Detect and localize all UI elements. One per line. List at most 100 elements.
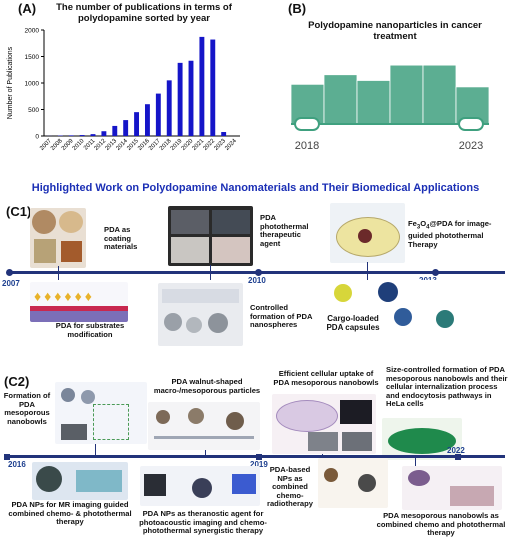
coating-materials-image [30,208,86,268]
fe3o4-prefix: Fe [408,219,417,228]
walnut-particle [226,412,244,430]
chemo-radio-image [318,458,388,508]
scheme-strip [162,289,239,303]
y-tick-label: 500 [28,107,39,114]
panel-c2-label: (C2) [4,374,30,389]
coating-label: PDA as coating materials [104,225,138,252]
timeline-c2 [6,455,505,458]
walnut-label: PDA walnut-shaped macro-/mesoporous part… [153,377,261,395]
bar [144,104,150,136]
timeline-marker-2019 [256,454,262,460]
pretreatment-panel [171,210,209,234]
capsule [394,308,412,326]
combined-therapy-image [402,466,502,510]
coating-cube [34,239,56,263]
connector [95,444,96,455]
walnut-particle [188,408,204,424]
fe3o4-sub1: 3 [416,224,421,231]
bar [199,36,205,136]
year-2016: 2016 [8,460,26,469]
y-axis-label: Number of Publications [7,46,14,119]
histology-panel [212,237,250,263]
fe3o4-post: @PDA for image-guided photothermal Thera… [408,219,492,249]
step-bar [389,64,424,125]
walnut-image [148,402,260,450]
chemo-radio-label: PDA-based NPs as combined chemo-radiothe… [267,465,313,509]
bar [166,80,172,136]
nanobowls-label: Formation of PDA mesoporous nanobowls [3,391,51,426]
connector [367,262,368,271]
pda-layer [30,306,128,311]
connector [58,274,59,280]
year-2022: 2022 [447,446,465,455]
mr-imaging-label: PDA NPs for MR imaging guided combined c… [8,500,132,527]
nanoparticle [358,474,376,492]
bowl-particle [61,388,75,402]
coated-template [378,282,398,302]
bar [79,135,85,136]
connector [58,266,59,271]
bar [221,132,227,136]
step-bar [323,74,358,125]
nanobowl [408,470,430,486]
nanoparticle [358,229,372,243]
connector [205,450,206,455]
start-marker [294,117,320,131]
panel-b-title: Polydopamine nanoparticles in cancer tre… [308,20,482,42]
nanoparticle [36,466,62,492]
capsule [436,310,454,328]
connector [210,274,211,280]
year-2010: 2010 [248,276,266,285]
nanoparticle [324,468,338,482]
bar [155,93,161,136]
thermal-image [232,474,256,494]
panel-b-label: (B) [288,1,307,16]
theranostic-label: PDA NPs as theranostic agent for photoac… [139,509,267,536]
fe3o4-mid: O [420,219,427,228]
fluorescence-image [340,400,372,424]
publications-bar-chart: 0500100015002000200720082009201020112012… [7,28,240,152]
fe3o4-label: Fe3O4@PDA for image-guided photothermal … [408,219,508,249]
coating-swatch [32,210,56,234]
fe3o4-image [330,203,405,263]
photothermal-image [168,206,253,266]
x-tick-label: 2024 [224,138,238,152]
end-marker [458,117,484,131]
panel-c1-label: (C1) [6,204,32,219]
tem-image [308,432,338,451]
tem-image [342,432,372,451]
molecule-row: ♦♦♦♦♦♦ [34,288,95,304]
connector [415,458,416,466]
connector [322,454,323,455]
cell-shape [388,428,456,454]
mouse-image [450,486,494,506]
connector [210,265,211,271]
bar [188,60,194,136]
y-tick-label: 1000 [25,81,40,88]
size-controlled-image [382,418,462,460]
photothermal-label: PDA photothermal therapeutic agent [260,213,309,248]
timeline-marker-2013 [432,269,439,276]
bar [177,62,183,136]
cargo-capsules-image [330,280,460,335]
cancer-treatment-graphic: 2018 2023 [290,64,490,152]
bar [134,112,140,136]
year-2007: 2007 [2,279,20,288]
connector [367,274,368,281]
bar [112,125,118,136]
bowl-particle [81,390,95,404]
timeline-marker-2022 [455,454,461,460]
fe3o4-sub2: 4 [426,224,430,231]
size-controlled-label: Size-controlled formation of PDA mesopor… [386,365,508,409]
mouse-image [144,474,166,496]
nanospheres-image [158,283,243,346]
process-arrow [154,436,254,439]
bar [68,135,74,136]
tem-image [61,424,87,440]
mr-imaging-image [32,462,128,500]
pda-capsule [192,478,212,498]
step-bar [422,64,457,125]
histology-panel [171,237,209,263]
bar [123,120,129,136]
uptake-image [272,394,376,454]
